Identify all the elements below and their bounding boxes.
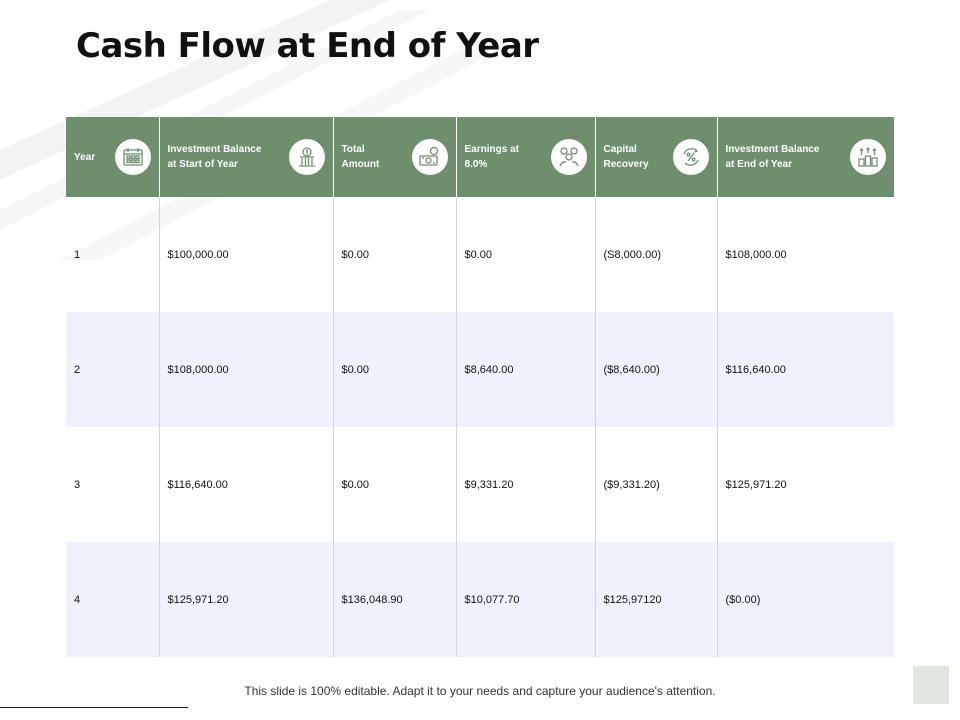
table-row: 2 $108,000.00 $0.00 $8,640.00 ($8,640.00… [66,312,894,427]
table-cell: $0.00 [333,197,457,312]
footer-note: This slide is 100% editable. Adapt it to… [244,684,716,698]
coins-hands-icon [550,139,587,175]
header-label: Investment Balance at End of Year [725,144,820,170]
table-cell: $108,000.00 [159,312,334,427]
table-row: 1 $100,000.00 $0.00 $0.00 (S8,000.00) $1… [66,197,894,312]
header-capital-recovery: Capital Recovery [595,117,718,197]
table-cell: $125,971.20 [725,478,787,491]
table-cell: 2 [66,312,160,427]
table-cell: ($9,331.20) [595,427,718,542]
table-cell: $0.00 [333,312,457,427]
table-cell: $8,640.00 [456,312,596,427]
page-title: Cash Flow at End of Year [76,26,539,66]
table-cell: $125,971.20 [159,542,334,657]
percent-cycle-icon [672,139,709,175]
header-label: Capital Recovery [603,144,649,170]
table-cell: $0.00 [333,427,457,542]
header-total-amount: Total Amount [333,117,457,197]
footer-divider [0,707,188,708]
table-cell: (S8,000.00) [595,197,718,312]
table-cell: 3 [66,427,160,542]
table-header-row: Year Investment Balance at Start of [66,117,894,197]
table-cell: ($8,640.00) [595,312,718,427]
table-cell: 1 [66,197,160,312]
table-cell: $10,077.70 [456,542,596,657]
header-label: Year [74,151,96,163]
table-cell: $100,000.00 [159,197,334,312]
header-label: Investment Balance at Start of Year [167,144,262,170]
table-cell: $9,331.20 [456,427,596,542]
table-cell: $125,97120 [595,542,718,657]
table-cell: $116,640.00 [717,312,894,427]
header-end-balance: Investment Balance at End of Year [717,117,894,197]
header-label: Total Amount [341,144,380,170]
calendar-icon [114,139,151,175]
header-label: Earnings at 8.0% [464,144,519,170]
table-row: 3 $116,640.00 $0.00 $9,331.20 ($9,331.20… [66,427,894,542]
slide-nav-box[interactable] [913,666,949,704]
money-icon [411,139,448,175]
bank-icon [288,139,325,175]
cash-flow-table: Year Investment Balance at Start of [66,117,894,657]
header-start-balance: Investment Balance at Start of Year [159,117,334,197]
header-year: Year [66,117,160,197]
table-cell: ($0.00) [717,542,894,657]
table-row: 4 $125,971.20 $136,048.90 $10,077.70 $12… [66,542,894,657]
growth-coins-icon [850,139,886,175]
table-cell: $136,048.90 [333,542,457,657]
header-earnings: Earnings at 8.0% [456,117,596,197]
table-cell: 4 [66,542,160,657]
table-cell: $108,000.00 [725,248,787,261]
table-cell: $116,640.00 [159,427,334,542]
table-cell: $0.00 [456,197,596,312]
